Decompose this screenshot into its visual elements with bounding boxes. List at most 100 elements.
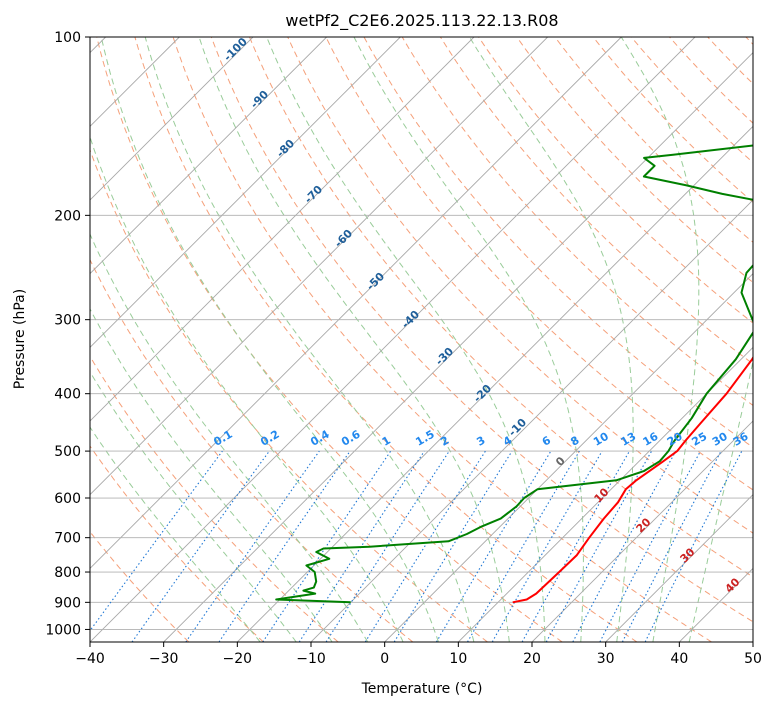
moist-adiabat-label: 20 (634, 515, 654, 535)
series-line-0 (512, 355, 753, 604)
isotherm-line (90, 37, 327, 275)
mixing-ratio-line (325, 450, 450, 642)
mixing-ratio-line (131, 450, 270, 642)
dry-adiabat-line (439, 37, 753, 365)
mixing-ratio-line (298, 450, 425, 642)
moist-adiabat-line (144, 37, 475, 642)
moist-adiabat-line (266, 37, 546, 642)
isotherm-line (90, 37, 401, 348)
mixing-ratio-label: 3 (474, 434, 487, 449)
mixing-ratio-line (218, 450, 351, 642)
mixing-ratio-line (545, 450, 653, 642)
moist-adiabat-label: 10 (592, 485, 612, 505)
isotherm-line (384, 273, 753, 642)
mixing-ratio-label: 0.2 (258, 428, 281, 449)
dry-adiabat-label: -40 (399, 308, 422, 331)
moist-adiabat-line (90, 135, 404, 642)
dry-adiabat-label: -30 (433, 345, 456, 368)
isotherm-line (90, 37, 548, 496)
dry-adiabat-label: -50 (364, 270, 387, 293)
dry-adiabat-line (90, 355, 339, 642)
background-lines (90, 37, 753, 642)
dry-adiabat-label: -10 (506, 416, 529, 439)
mixing-ratio-label: 30 (710, 430, 730, 449)
moist-adiabat-line (100, 37, 439, 642)
mixing-ratio-line (262, 450, 392, 642)
mixing-ratio-line (90, 450, 223, 632)
isotherm-line (237, 125, 753, 642)
mixing-ratio-line (521, 450, 630, 642)
x-tick-label: −30 (149, 651, 179, 667)
moist-adiabat-line (198, 37, 510, 642)
dry-adiabat-line (516, 37, 753, 284)
x-tick-label: 40 (670, 651, 688, 667)
y-tick-label: 200 (54, 208, 81, 224)
x-tick-label: −20 (223, 651, 253, 667)
line-labels: 0.1 0.2 0.4 0.6 1 1.5 2 3 4 6 8 10 13 16 20 25 30 36-100-… (211, 35, 750, 596)
mixing-ratio-label: 16 (641, 430, 661, 449)
moist-adiabat-label: 30 (678, 545, 698, 565)
x-tick-label: 0 (380, 651, 389, 667)
dry-adiabat-line (90, 445, 264, 642)
mixing-ratio-line (393, 450, 513, 642)
dry-adiabat-line (249, 37, 753, 578)
mixing-ratio-line (644, 450, 743, 642)
isotherm-line (531, 420, 753, 642)
moist-adiabat-line (469, 37, 634, 642)
isotherms (90, 37, 753, 642)
moist-adiabat-line (90, 370, 297, 642)
y-tick-label: 500 (54, 444, 81, 460)
isotherm-line (90, 37, 622, 569)
y-tick-label: 100 (54, 30, 81, 46)
dry-adiabat-label: -20 (471, 382, 494, 405)
y-tick-label: 1000 (45, 622, 81, 638)
dry-adiabat-line (90, 148, 488, 642)
moist-adiabat-line (353, 37, 584, 642)
mixing-ratio-label: 2 (438, 434, 451, 449)
dry-adiabats (90, 37, 753, 642)
moist-adiabat-line (90, 308, 333, 642)
moist-adiabat-line (90, 426, 261, 642)
x-tick-label: −40 (75, 651, 105, 667)
dry-adiabat-line (325, 37, 753, 491)
mixing-ratio-label: 0.1 (211, 428, 234, 449)
dry-adiabat-label: -60 (332, 227, 355, 250)
y-tick-label: 300 (54, 313, 81, 329)
sounding-profiles (275, 144, 753, 604)
dry-adiabat-line (134, 37, 638, 642)
x-tick-label: 20 (523, 651, 541, 667)
moist-adiabat-line (620, 37, 700, 642)
y-tick-label: 800 (54, 565, 81, 581)
dry-adiabat-line (90, 258, 414, 642)
mixing-ratio-line (185, 450, 320, 642)
x-tick-label: 10 (449, 651, 467, 667)
isotherm-line (458, 346, 753, 642)
moist-adiabat-line (90, 232, 369, 642)
isotherm-line (752, 641, 753, 642)
isotherm-line (90, 37, 696, 642)
dry-adiabat-line (707, 37, 753, 85)
dry-adiabat-line (90, 531, 190, 642)
axis-ticks: −40 −30 −20 −10 0 10 20 30 40 5010020030040050060… (45, 30, 762, 667)
mixing-ratio-label: 0.4 (308, 428, 332, 449)
x-tick-label: 30 (597, 651, 615, 667)
y-axis-label: Pressure (hPa) (12, 289, 28, 389)
series-line-1 (275, 144, 753, 604)
isotherm-line (310, 199, 753, 642)
plot-frame (89, 36, 754, 643)
dry-adiabat-line (96, 37, 563, 642)
isotherm-line (605, 494, 753, 642)
moist-adiabat-label: 40 (723, 575, 743, 595)
moist-adiabats (90, 37, 753, 642)
y-tick-label: 700 (54, 531, 81, 547)
chart-title: wetPf2_C2E6.2025.113.22.13.R08 (285, 11, 558, 31)
dry-adiabat-label: -80 (274, 137, 297, 160)
mixing-ratio-line (572, 450, 677, 642)
dry-adiabat-line (554, 37, 753, 243)
dry-adiabat-line (745, 37, 753, 46)
y-tick-label: 600 (54, 491, 81, 507)
dry-adiabat-line (287, 37, 753, 534)
dry-adiabat-label: -90 (248, 88, 271, 111)
moist-adiabat-line (688, 358, 753, 642)
